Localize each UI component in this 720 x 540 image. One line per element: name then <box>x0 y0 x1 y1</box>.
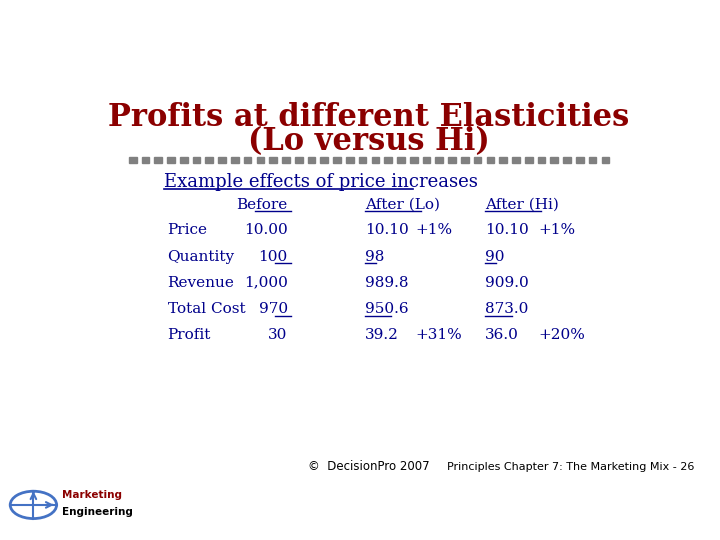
Text: Principles Chapter 7: The Marketing Mix - 26: Principles Chapter 7: The Marketing Mix … <box>447 462 694 472</box>
Text: Quantity: Quantity <box>168 249 235 264</box>
Bar <box>384 157 392 164</box>
Text: 10.00: 10.00 <box>244 224 287 238</box>
Text: 950.6: 950.6 <box>365 302 409 316</box>
Text: 98: 98 <box>365 249 384 264</box>
Bar <box>193 157 200 164</box>
Text: 10.10: 10.10 <box>485 224 529 238</box>
Bar <box>129 157 137 164</box>
Bar <box>180 157 188 164</box>
Text: Profits at different Elasticities: Profits at different Elasticities <box>109 102 629 133</box>
Bar <box>538 157 545 164</box>
Bar <box>576 157 584 164</box>
Text: 10.10: 10.10 <box>365 224 409 238</box>
Bar <box>269 157 277 164</box>
Text: 989.8: 989.8 <box>365 276 409 289</box>
Text: 909.0: 909.0 <box>485 276 529 289</box>
Text: 100: 100 <box>258 249 287 264</box>
Text: After (Lo): After (Lo) <box>365 198 440 212</box>
Bar <box>205 157 213 164</box>
Bar <box>601 157 609 164</box>
Bar <box>307 157 315 164</box>
Text: After (Hi): After (Hi) <box>485 198 559 212</box>
Text: +20%: +20% <box>538 328 585 342</box>
Bar <box>461 157 469 164</box>
Text: Price: Price <box>168 224 207 238</box>
Text: ©  DecisionPro 2007: © DecisionPro 2007 <box>308 460 430 473</box>
Bar <box>142 157 149 164</box>
Bar <box>563 157 571 164</box>
Bar <box>282 157 290 164</box>
Bar <box>333 157 341 164</box>
Bar <box>320 157 328 164</box>
Bar <box>448 157 456 164</box>
Bar <box>244 157 251 164</box>
Text: Profit: Profit <box>168 328 211 342</box>
Bar <box>474 157 482 164</box>
Bar <box>487 157 494 164</box>
Bar <box>410 157 418 164</box>
Text: 873.0: 873.0 <box>485 302 528 316</box>
Bar <box>436 157 443 164</box>
Bar <box>256 157 264 164</box>
Text: Example effects of price increases: Example effects of price increases <box>163 173 477 191</box>
Bar <box>372 157 379 164</box>
Bar <box>231 157 239 164</box>
Text: 970: 970 <box>258 302 287 316</box>
Text: +1%: +1% <box>415 224 453 238</box>
Text: Engineering: Engineering <box>62 507 132 517</box>
Text: Total Cost: Total Cost <box>168 302 245 316</box>
Text: 36.0: 36.0 <box>485 328 519 342</box>
Bar <box>499 157 507 164</box>
Bar <box>525 157 533 164</box>
Bar <box>550 157 558 164</box>
Bar <box>397 157 405 164</box>
Bar <box>218 157 226 164</box>
Bar <box>167 157 175 164</box>
Text: 1,000: 1,000 <box>244 276 287 289</box>
Bar <box>295 157 302 164</box>
Text: 39.2: 39.2 <box>365 328 399 342</box>
Bar <box>346 157 354 164</box>
Text: Marketing: Marketing <box>62 490 122 501</box>
Text: Before: Before <box>236 198 287 212</box>
Bar <box>512 157 520 164</box>
Text: +31%: +31% <box>415 328 462 342</box>
Text: 90: 90 <box>485 249 505 264</box>
Text: +1%: +1% <box>538 224 575 238</box>
Text: 30: 30 <box>269 328 287 342</box>
Bar <box>423 157 431 164</box>
Bar <box>359 157 366 164</box>
Bar <box>154 157 162 164</box>
Text: Revenue: Revenue <box>168 276 235 289</box>
Text: (Lo versus Hi): (Lo versus Hi) <box>248 126 490 157</box>
Bar <box>589 157 596 164</box>
